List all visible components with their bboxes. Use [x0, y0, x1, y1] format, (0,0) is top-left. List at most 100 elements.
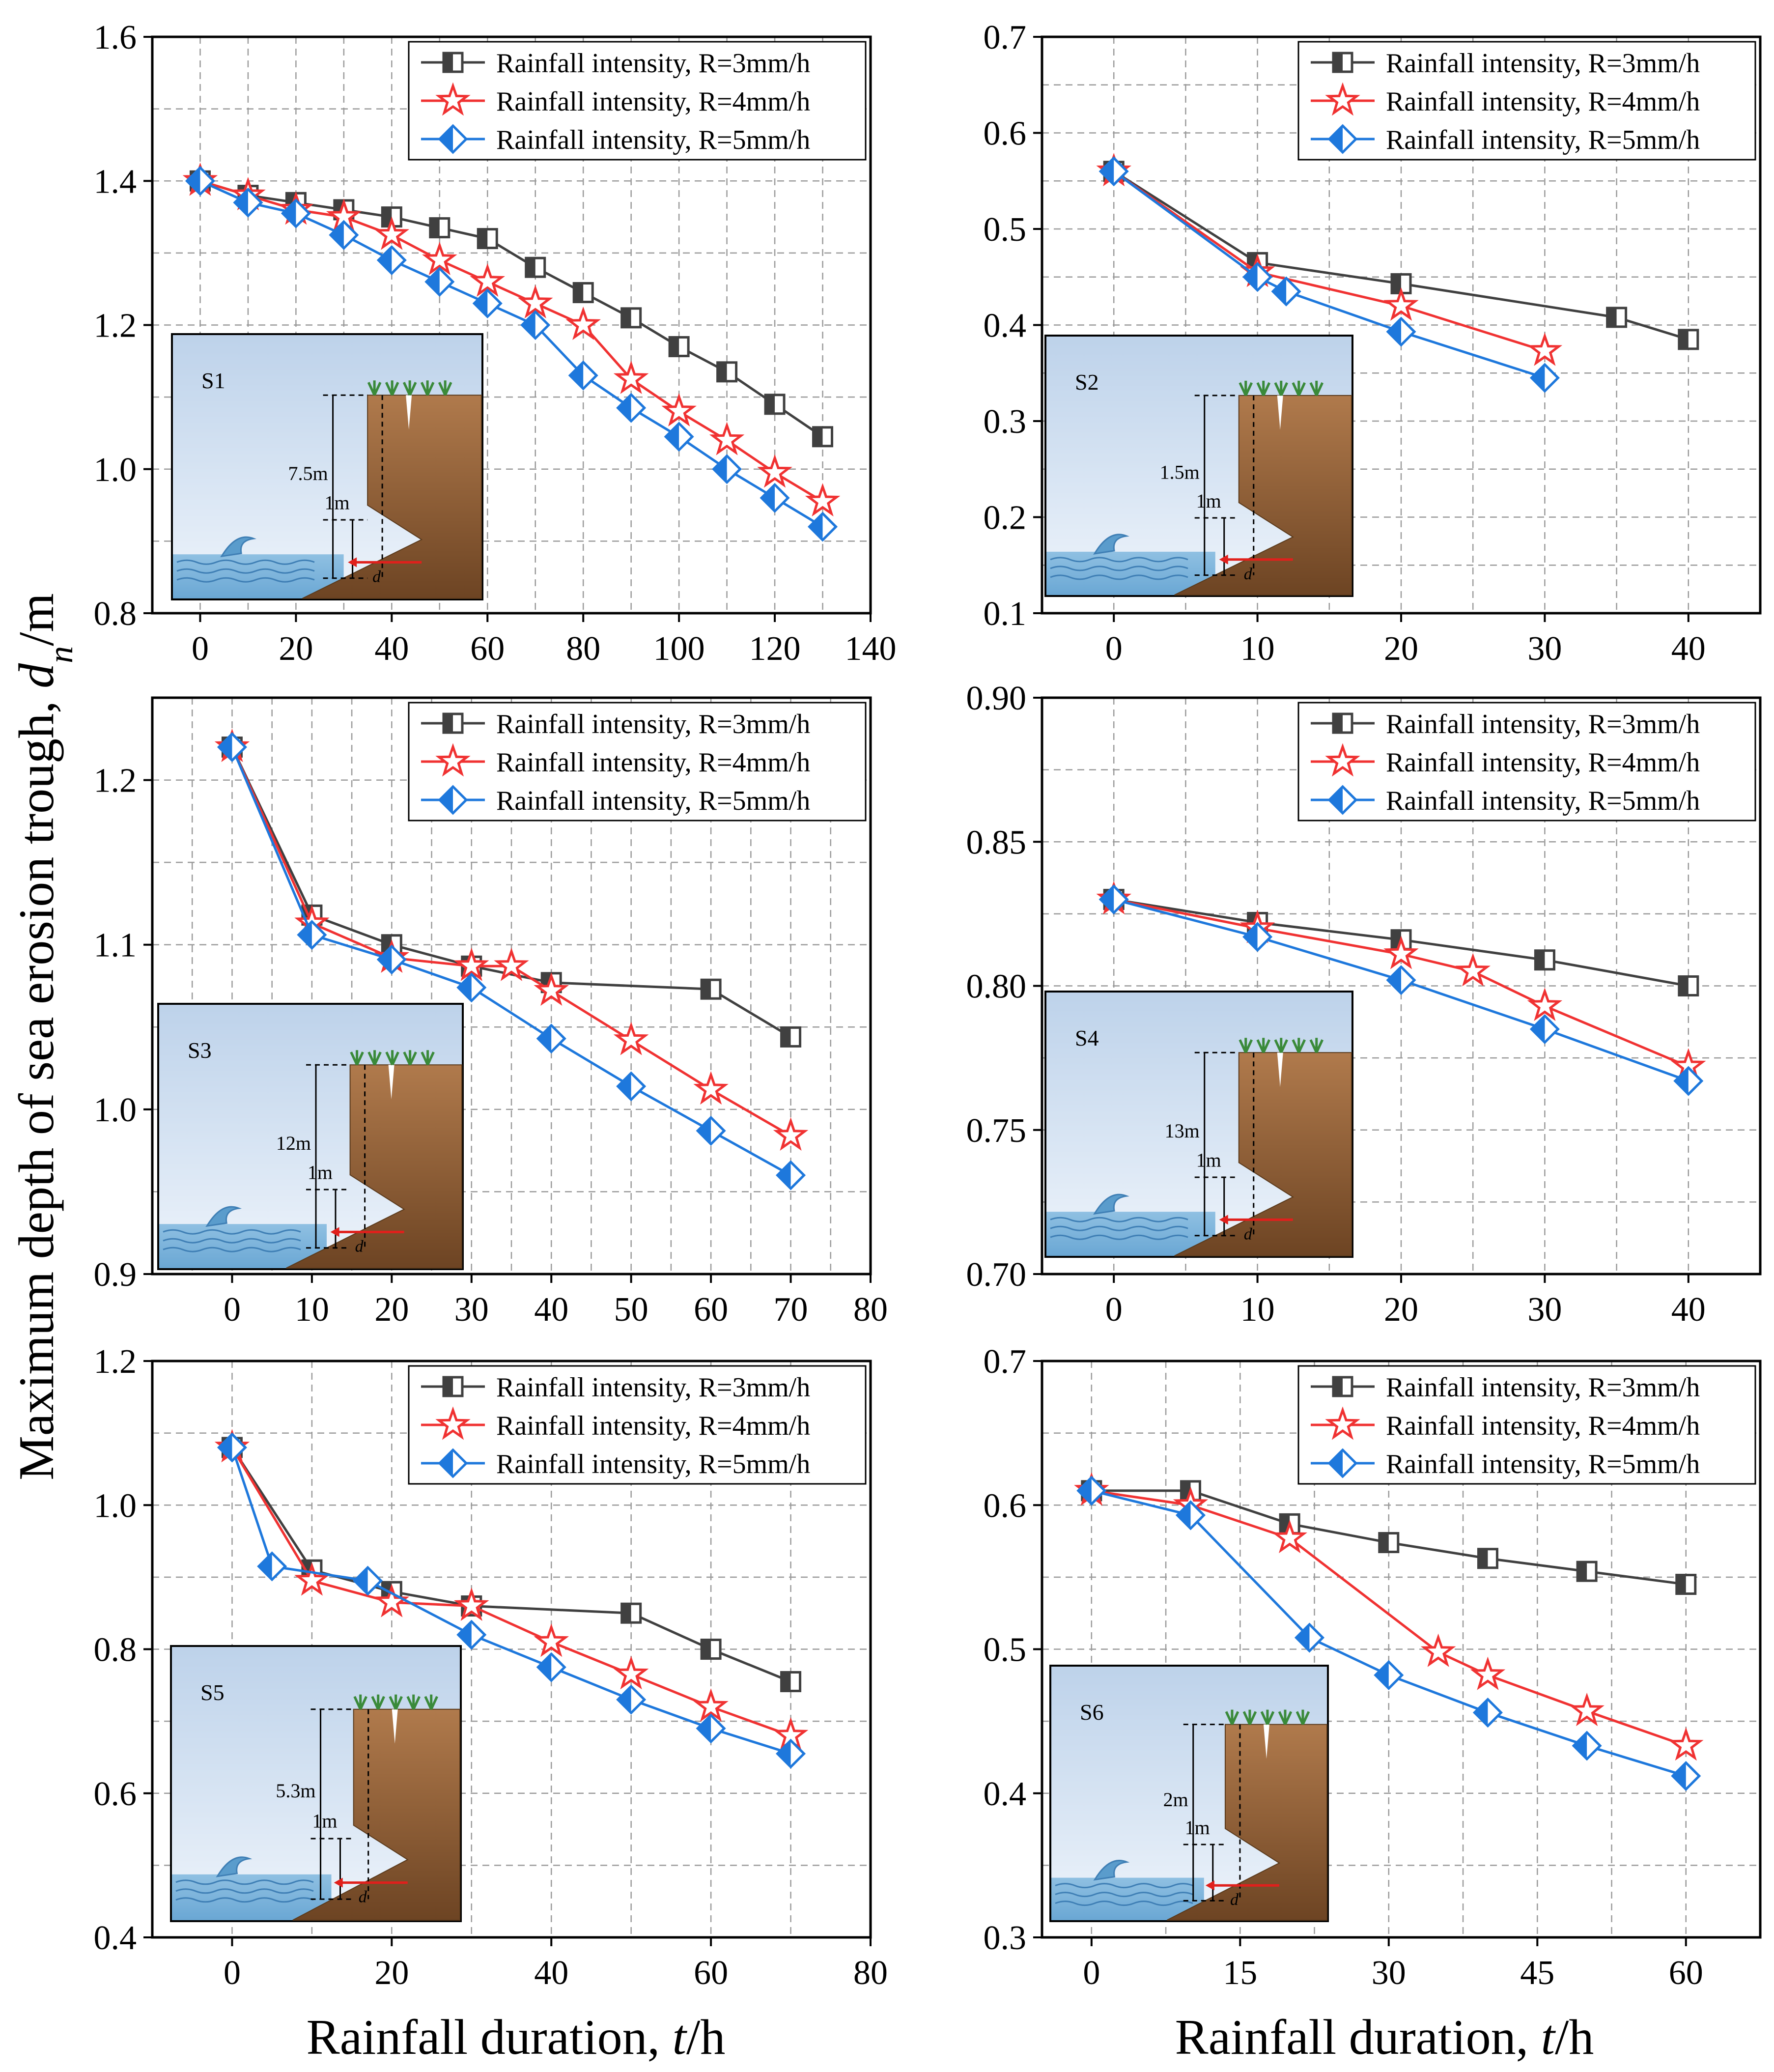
data-point-half [1531, 365, 1545, 392]
grass-tuft [1274, 1038, 1289, 1053]
legend-entry-label: Rainfall intensity, R=3mm/h [496, 1372, 810, 1403]
y-tick-label: 0.3 [984, 403, 1027, 441]
legend-entry-label: Rainfall intensity, R=4mm/h [1386, 747, 1700, 778]
grass-tuft [424, 1694, 438, 1710]
data-point-half [702, 1640, 711, 1659]
data-point [517, 284, 553, 318]
y-tick-label: 0.80 [966, 968, 1027, 1006]
x-axis-title-left: Rainfall duration, t/h [307, 2010, 726, 2065]
data-point-half [618, 395, 631, 422]
legend-marker-half [1329, 126, 1343, 152]
grass-tuft [1242, 1709, 1257, 1725]
trough-depth-arrowhead [330, 1227, 339, 1237]
wave-line [175, 1897, 314, 1903]
legend-marker [1325, 743, 1360, 777]
legend-entry-label: Rainfall intensity, R=5mm/h [1386, 1449, 1700, 1479]
inset-height-label: 13m [1165, 1120, 1200, 1142]
data-point-half [330, 222, 344, 249]
x-tick-label: 80 [853, 1954, 888, 1992]
inset-diagram-5: S5 5.3m 1m d [170, 1645, 462, 1922]
data-point-half [813, 427, 823, 446]
wave-crest [1093, 1860, 1130, 1881]
y-tick-label: 0.8 [94, 1631, 137, 1669]
data-point-half [526, 258, 535, 277]
data-point-half [777, 1162, 791, 1189]
data-point-half [618, 1686, 631, 1713]
legend-marker [1325, 82, 1360, 116]
y-tick-label: 1.4 [94, 163, 137, 200]
grass-tuft [1309, 380, 1324, 396]
series-line [1113, 170, 1546, 352]
data-point-half [458, 1621, 472, 1648]
x-tick-label: 60 [1669, 1954, 1703, 1992]
data-point [693, 1688, 729, 1722]
legend-entry-label: Rainfall intensity, R=4mm/h [1386, 86, 1700, 117]
data-point [709, 422, 745, 455]
wave-line [163, 1229, 301, 1235]
y-axis-title-sub: n [42, 646, 80, 663]
y-tick-label: 1.0 [94, 451, 137, 489]
wave-line [1050, 566, 1188, 571]
y-tick-label: 1.2 [94, 1343, 137, 1381]
wave-line [176, 568, 315, 574]
y-tick-label: 0.7 [984, 1343, 1027, 1381]
data-point-half [570, 362, 584, 389]
data-point-half [1672, 1762, 1686, 1789]
data-point [1527, 988, 1563, 1021]
trough-depth-arrowhead [348, 557, 357, 568]
x-tick-label: 20 [1384, 1291, 1418, 1329]
legend: Rainfall intensity, R=3mm/h Rainfall inte… [1297, 41, 1756, 161]
y-tick-label: 0.85 [966, 823, 1027, 861]
chart-panel-s4: 0 10 20 30 40 0.70 0.75 0.80 0.85 0.90 S4 13m 1m d Rai… [966, 680, 1762, 1329]
wave-line [1050, 1225, 1188, 1231]
x-tick-label: 40 [374, 630, 409, 668]
data-point [1383, 936, 1419, 969]
legend-marker-half [1333, 53, 1343, 72]
data-point-half [1478, 1549, 1488, 1568]
grass-tuft [353, 1694, 367, 1710]
sea-water [1051, 1877, 1204, 1920]
data-point [757, 454, 792, 488]
data-point-half [187, 168, 200, 195]
data-point-half [430, 218, 440, 237]
data-point [494, 947, 529, 981]
grass-tuft [1292, 1038, 1306, 1053]
trough-depth-arrowhead [334, 1877, 343, 1888]
inset-title: S4 [1075, 1025, 1099, 1050]
inset-diagram-6: S6 2m 1m d [1049, 1665, 1329, 1922]
data-point-half [538, 1654, 552, 1681]
data-point [613, 360, 649, 394]
cliff-crack [1277, 1052, 1283, 1087]
x-tick-label: 80 [566, 630, 600, 668]
data-point-half [574, 283, 584, 302]
data-point-half [378, 247, 392, 274]
x-tick-label: 10 [1240, 630, 1275, 668]
legend-entry-label: Rainfall intensity, R=5mm/h [1386, 125, 1700, 155]
grass-tuft [1292, 380, 1306, 396]
y-tick-label: 1.6 [94, 19, 137, 57]
x-tick-label: 30 [1527, 630, 1562, 668]
data-point [534, 972, 569, 1006]
y-tick-label: 0.6 [94, 1775, 137, 1813]
legend-entry-label: Rainfall intensity, R=5mm/h [1386, 786, 1700, 816]
cliff-crack [392, 1709, 398, 1744]
legend-entry-label: Rainfall intensity, R=4mm/h [496, 86, 810, 117]
data-point-half [618, 1073, 631, 1100]
grass-tuft [385, 1050, 399, 1066]
inset-height-label: 1.5m [1160, 461, 1200, 483]
inset-trough-label: 1m [308, 1161, 333, 1183]
x-tick-label: 40 [1671, 1291, 1706, 1329]
data-point-half [777, 1740, 791, 1767]
grass-tuft [385, 380, 399, 396]
y-axis-title-var: d [9, 663, 64, 688]
legend: Rainfall intensity, R=3mm/h Rainfall inte… [1297, 702, 1756, 822]
data-point-half [1100, 158, 1114, 185]
data-point-half [781, 1027, 791, 1047]
legend-entry-label: Rainfall intensity, R=3mm/h [1386, 48, 1700, 79]
cliff [285, 1064, 462, 1269]
legend-entry-label: Rainfall intensity, R=3mm/h [1386, 709, 1700, 739]
data-point-half [282, 200, 296, 227]
data-point-half [298, 921, 312, 948]
legend-entry-label: Rainfall intensity, R=3mm/h [496, 48, 810, 79]
inset-diagram-3: S3 12m 1m d [157, 1003, 464, 1270]
